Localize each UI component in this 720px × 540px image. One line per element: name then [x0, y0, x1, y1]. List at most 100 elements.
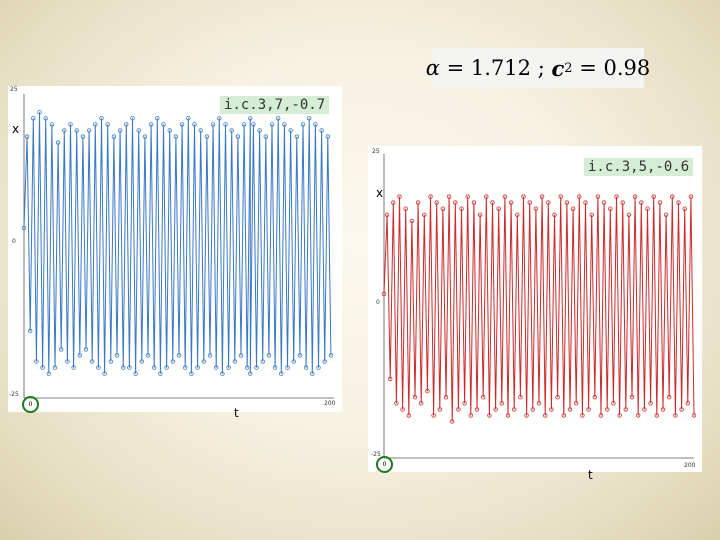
- data-point: [508, 200, 514, 205]
- data-point: [505, 413, 511, 418]
- data-point: [294, 134, 299, 139]
- data-point: [685, 401, 690, 406]
- data-point: [161, 122, 166, 127]
- chart-right-xlabel: t: [588, 468, 593, 482]
- data-point: [21, 225, 27, 230]
- data-point: [660, 407, 666, 412]
- data-point: [580, 413, 585, 418]
- data-point: [688, 194, 694, 199]
- data-point: [325, 134, 330, 139]
- data-point: [542, 413, 548, 418]
- data-point: [186, 116, 191, 121]
- data-point: [49, 122, 55, 127]
- data-point: [654, 413, 659, 418]
- data-point: [623, 407, 628, 412]
- data-point: [419, 401, 424, 406]
- data-point: [232, 359, 237, 364]
- data-point: [679, 407, 684, 412]
- data-point: [282, 122, 287, 127]
- data-point: [601, 200, 607, 205]
- data-point: [229, 128, 234, 133]
- chart-right-ic-label: i.c.3,5,-0.6: [584, 158, 694, 176]
- chart-left-ytick-bottom: -25: [9, 391, 19, 398]
- data-point: [139, 359, 144, 364]
- data-point: [381, 291, 387, 296]
- data-point: [496, 206, 501, 211]
- c-subscript: 2: [564, 60, 573, 76]
- data-point: [592, 394, 597, 400]
- data-point: [263, 134, 268, 139]
- data-point: [24, 134, 30, 139]
- data-point: [617, 413, 622, 418]
- data-point: [170, 359, 175, 364]
- data-point: [145, 353, 151, 358]
- data-point: [238, 353, 244, 358]
- data-point: [403, 206, 408, 211]
- data-point: [552, 212, 557, 217]
- data-point: [446, 194, 452, 199]
- data-point: [443, 394, 449, 400]
- data-point: [521, 194, 526, 199]
- data-point: [626, 212, 632, 217]
- data-point: [604, 407, 610, 412]
- data-point: [573, 401, 579, 406]
- data-point: [257, 128, 262, 133]
- data-point: [611, 401, 616, 406]
- data-point: [691, 413, 697, 418]
- chart-left-ic-label: i.c.3,7,-0.7: [220, 96, 330, 114]
- data-point: [459, 206, 464, 211]
- data-point: [248, 371, 253, 376]
- data-point: [645, 206, 650, 211]
- data-point: [484, 194, 489, 199]
- data-point: [636, 413, 641, 418]
- data-point: [105, 122, 110, 127]
- data-point: [189, 371, 194, 376]
- data-point: [440, 206, 446, 211]
- data-point: [524, 413, 529, 418]
- data-point: [676, 200, 681, 205]
- chart-left-ytick-mid: 0: [12, 238, 16, 245]
- data-point: [397, 194, 402, 199]
- data-point: [499, 401, 504, 406]
- data-point: [235, 134, 241, 139]
- data-point: [431, 413, 436, 418]
- data-point: [400, 407, 405, 412]
- chart-left-xtick-left: 0: [28, 401, 33, 408]
- data-point: [487, 413, 492, 418]
- data-point: [176, 353, 182, 358]
- data-point: [142, 134, 148, 139]
- data-point: [477, 212, 483, 217]
- data-point: [328, 353, 334, 358]
- data-point: [213, 365, 219, 370]
- data-point: [272, 365, 278, 370]
- data-point: [220, 371, 225, 376]
- data-point: [583, 200, 588, 205]
- c-symbol: c: [551, 55, 565, 81]
- data-point: [108, 359, 113, 364]
- data-point: [527, 200, 532, 205]
- chart-left-xtick-right: 200: [324, 400, 336, 407]
- data-point: [391, 200, 396, 205]
- data-point: [409, 218, 415, 224]
- equation-mid: = 1.712 ;: [439, 56, 552, 80]
- data-point: [319, 128, 324, 133]
- chart-right-ytick-bottom: -25: [371, 451, 381, 458]
- data-point: [536, 401, 542, 406]
- data-point: [260, 359, 265, 364]
- data-point: [244, 365, 250, 370]
- data-point: [670, 194, 675, 199]
- data-point: [657, 200, 663, 205]
- data-point: [37, 110, 42, 115]
- data-point: [388, 376, 393, 382]
- data-point: [46, 371, 51, 376]
- data-point: [589, 212, 594, 217]
- data-point: [226, 365, 231, 370]
- chart-right-xtick-right: 200: [684, 462, 696, 469]
- chart-right-xtick-left: 0: [382, 461, 387, 468]
- equation-end: = 0.98: [572, 56, 651, 80]
- data-point: [111, 134, 117, 139]
- data-point: [74, 128, 79, 133]
- data-point: [179, 122, 185, 127]
- data-point: [406, 413, 411, 418]
